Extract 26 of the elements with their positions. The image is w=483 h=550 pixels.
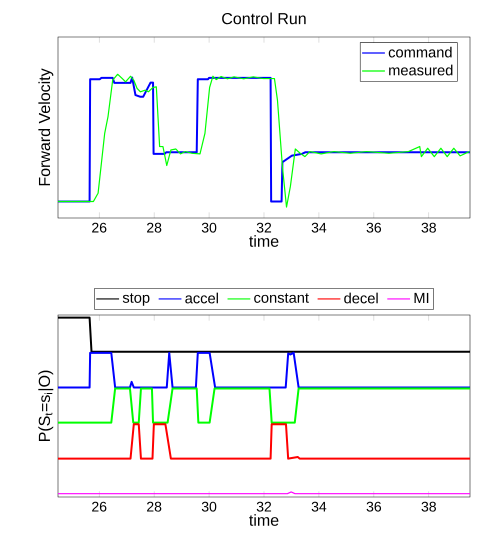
legend-label: accel xyxy=(185,292,218,304)
x-tick-label: 30 xyxy=(202,222,216,233)
x-tick-label: 38 xyxy=(422,502,436,512)
legend-label: decel xyxy=(344,292,378,304)
chart-title: Control Run xyxy=(222,12,306,24)
x-tick-label: 32 xyxy=(256,502,272,512)
y-axis-title: Forward Velocity xyxy=(38,68,54,186)
legend-label: measured xyxy=(389,64,452,76)
x-tick-label: 28 xyxy=(147,502,162,512)
x-tick-label: 28 xyxy=(147,222,162,233)
x-axis-title: time xyxy=(249,235,278,247)
x-tick-label: 26 xyxy=(92,222,106,233)
x-tick-label: 34 xyxy=(312,222,326,233)
x-tick-label: 26 xyxy=(92,502,106,512)
legend-label: constant xyxy=(254,293,309,303)
x-tick-label: 34 xyxy=(312,502,326,512)
legend-label: command xyxy=(388,46,452,58)
y-axis-title: P(S$_{t}$=s$_{i}$|O) xyxy=(38,370,54,441)
x-tick-label: 36 xyxy=(366,502,382,512)
x-tick-label: 32 xyxy=(256,222,272,233)
legend-label: MI xyxy=(414,292,428,304)
x-tick-label: 38 xyxy=(422,222,436,233)
x-tick-label: 30 xyxy=(202,502,216,512)
x-axis-title: time xyxy=(249,514,278,526)
x-tick-label: 36 xyxy=(366,222,382,233)
legend-label: stop xyxy=(122,293,150,306)
